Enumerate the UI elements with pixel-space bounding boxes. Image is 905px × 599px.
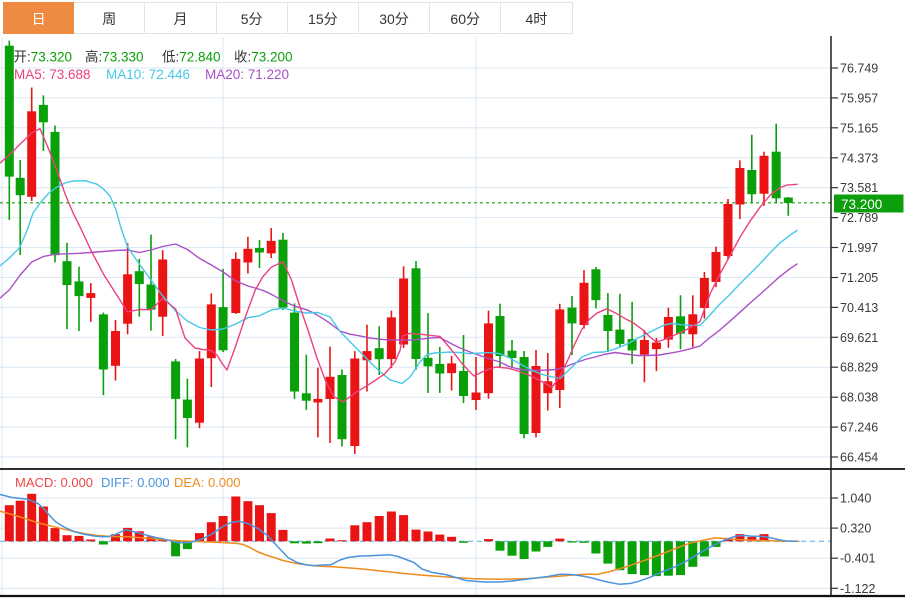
svg-text:68.829: 68.829 <box>840 361 878 375</box>
svg-text:67.246: 67.246 <box>840 421 878 435</box>
svg-text:-0.401: -0.401 <box>840 552 875 566</box>
svg-text:72.789: 72.789 <box>840 211 878 225</box>
svg-text:76.749: 76.749 <box>840 62 878 76</box>
svg-text:66.454: 66.454 <box>840 451 878 465</box>
svg-text:75.165: 75.165 <box>840 121 878 135</box>
svg-text:0.320: 0.320 <box>840 522 871 536</box>
svg-text:74.373: 74.373 <box>840 151 878 165</box>
svg-text:68.038: 68.038 <box>840 391 878 405</box>
svg-text:MA20: 71.220: MA20: 71.220 <box>205 67 289 82</box>
svg-text:DEA: 0.000: DEA: 0.000 <box>174 475 241 490</box>
svg-text:-1.122: -1.122 <box>840 582 875 596</box>
svg-text:DIFF: 0.000: DIFF: 0.000 <box>101 475 170 490</box>
svg-text:73.581: 73.581 <box>840 181 878 195</box>
svg-text:低:72.840: 低:72.840 <box>162 50 221 65</box>
svg-text:收:73.200: 收:73.200 <box>234 50 293 65</box>
svg-text:71.205: 71.205 <box>840 271 878 285</box>
svg-text:MACD: 0.000: MACD: 0.000 <box>15 475 93 490</box>
svg-text:1.040: 1.040 <box>840 492 871 506</box>
svg-text:MA10: 72.446: MA10: 72.446 <box>106 67 190 82</box>
svg-text:MA5: 73.688: MA5: 73.688 <box>14 67 91 82</box>
svg-text:高:73.330: 高:73.330 <box>85 49 144 65</box>
svg-text:70.413: 70.413 <box>840 301 878 315</box>
svg-text:69.621: 69.621 <box>840 331 878 345</box>
svg-text:75.957: 75.957 <box>840 91 878 105</box>
svg-text:71.997: 71.997 <box>840 241 878 255</box>
svg-text:开:73.320: 开:73.320 <box>14 50 73 65</box>
svg-text:73.200: 73.200 <box>841 197 882 212</box>
